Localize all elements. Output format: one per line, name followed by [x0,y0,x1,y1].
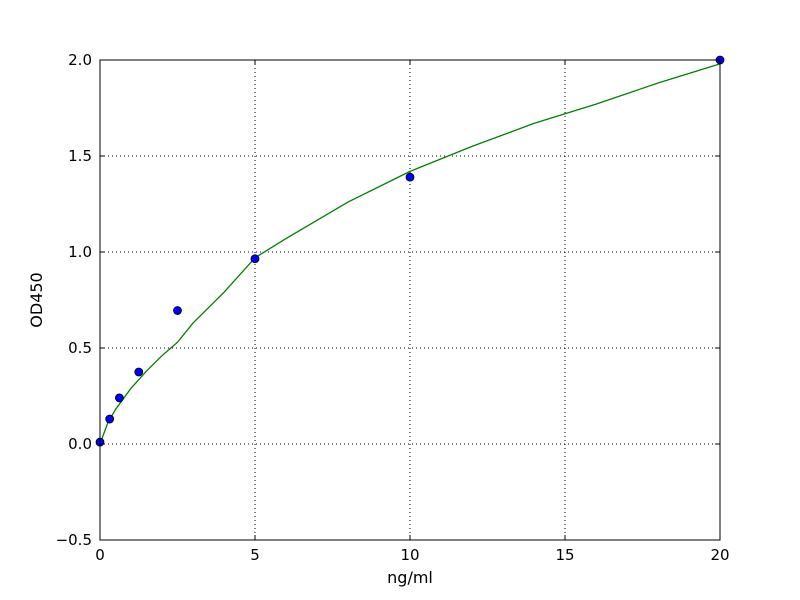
data-point [173,306,182,315]
y-tick-label: 0.0 [68,435,92,453]
axis-ticks [99,59,721,541]
x-tick-label: 0 [95,546,105,564]
data-point [114,393,124,403]
x-axis-label: ng/ml [387,568,433,587]
y-tick-label: 0.5 [68,339,92,357]
data-points-layer [95,55,725,447]
data-point [250,254,260,264]
fit-curve [99,63,721,445]
data-point [134,367,144,377]
x-tick-label: 5 [250,546,260,564]
y-tick-label: 2.0 [68,51,92,69]
y-tick-label: 1.0 [68,243,92,261]
x-tick-label: 10 [400,546,419,564]
y-tick-labels: −0.5 0.0 0.5 1.0 1.5 2.0 [56,51,92,549]
y-axis-label: OD450 [27,272,46,327]
fit-curve-layer [99,63,721,445]
data-point [105,414,115,424]
grid-lines [100,60,720,540]
y-tick-label: 1.5 [68,147,92,165]
x-tick-label: 15 [555,546,574,564]
x-tick-label: 20 [710,546,729,564]
y-tick-label: −0.5 [56,531,92,549]
x-tick-labels: 0 5 10 15 20 [95,546,729,564]
data-point [405,172,415,182]
